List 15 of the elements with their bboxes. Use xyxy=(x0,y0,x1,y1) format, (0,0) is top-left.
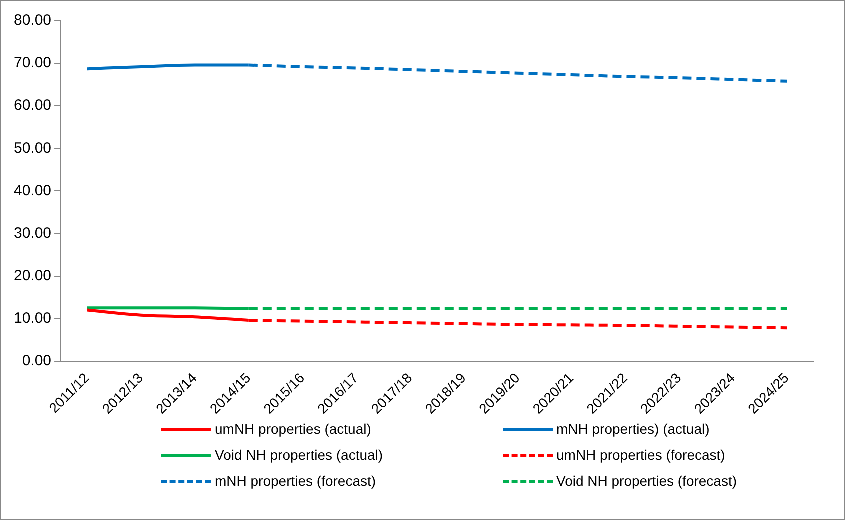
y-tick-label: 80.00 xyxy=(14,12,52,30)
y-tick-label: 40.00 xyxy=(14,182,52,200)
y-tick-label: 20.00 xyxy=(14,267,52,284)
y-tick-label: 70.00 xyxy=(14,54,52,72)
y-tick-label: 60.00 xyxy=(14,97,52,114)
y-tick-label: 50.00 xyxy=(14,140,52,157)
legend-label: mNH properties) (actual) xyxy=(556,421,710,437)
legend-label: mNH properties (forecast) xyxy=(215,473,376,489)
y-tick-label: 10.00 xyxy=(14,310,52,327)
legend-label: Void NH properties (actual) xyxy=(215,447,384,463)
y-tick-label: 30.00 xyxy=(14,224,52,242)
legend-label: Void NH properties (forecast) xyxy=(556,473,738,489)
legend-label: umNH properties (actual) xyxy=(215,421,372,437)
legend-label: umNH properties (forecast) xyxy=(556,447,726,463)
y-tick-label: 0.00 xyxy=(22,352,52,370)
